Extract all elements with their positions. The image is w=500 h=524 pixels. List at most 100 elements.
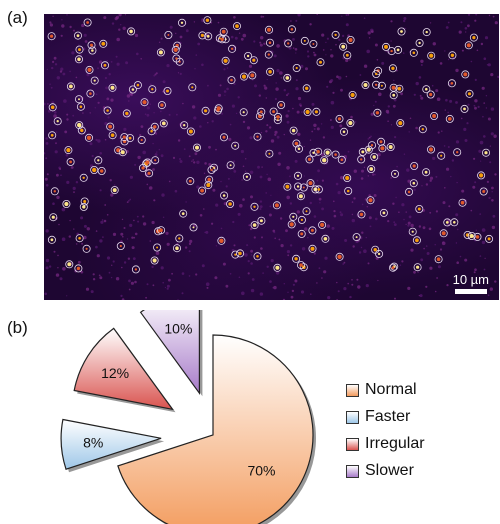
cell-marker-ring	[220, 191, 229, 200]
background-speckle	[310, 293, 312, 296]
cell-fluorescence	[305, 210, 308, 213]
cell-fluorescence	[384, 44, 388, 49]
tracked-cell	[265, 149, 274, 158]
background-speckle	[286, 250, 290, 254]
cell-fluorescence	[290, 28, 294, 31]
cell-marker-ring	[232, 22, 241, 31]
background-speckle	[62, 267, 66, 271]
cell-marker-ring	[302, 84, 311, 93]
background-speckle	[295, 79, 298, 82]
background-speckle	[185, 29, 189, 33]
background-speckle	[305, 67, 308, 71]
background-speckle	[66, 180, 70, 184]
cell-fluorescence	[375, 72, 378, 76]
tracked-cell	[94, 156, 103, 165]
background-speckle	[122, 26, 126, 30]
background-speckle	[188, 155, 191, 158]
background-speckle	[415, 126, 418, 130]
background-speckle	[114, 184, 116, 186]
background-speckle	[318, 267, 321, 270]
cell-fluorescence	[92, 167, 97, 173]
cell-marker-ring	[74, 264, 83, 273]
tracked-cell	[300, 36, 309, 45]
background-speckle	[245, 158, 247, 160]
cell-fluorescence	[300, 218, 303, 221]
cell-marker-ring	[207, 165, 216, 174]
cell-fluorescence	[69, 84, 73, 89]
background-speckle	[420, 96, 424, 100]
tracked-cell	[331, 150, 340, 159]
cell-marker-ring	[473, 232, 482, 241]
cell-fluorescence	[78, 98, 80, 101]
background-speckle	[115, 55, 118, 58]
background-speckle	[222, 262, 226, 266]
tracked-cell	[296, 261, 305, 270]
background-speckle	[398, 211, 400, 213]
background-speckle	[399, 264, 402, 266]
tracked-cell	[80, 197, 89, 206]
background-speckle	[294, 279, 298, 283]
background-speckle	[140, 58, 142, 60]
background-speckle	[250, 262, 253, 265]
background-speckle	[434, 290, 437, 293]
cell-marker-ring	[177, 18, 186, 27]
background-speckle	[51, 101, 55, 104]
tracked-cell	[83, 18, 92, 27]
cell-marker-ring	[337, 155, 346, 164]
background-speckle	[480, 42, 484, 46]
background-speckle	[400, 92, 403, 96]
cell-fluorescence	[158, 50, 163, 55]
cell-fluorescence	[222, 135, 226, 139]
cell-fluorescence	[119, 244, 122, 248]
background-speckle	[300, 290, 305, 294]
tracked-cell	[244, 52, 253, 61]
background-speckle	[105, 86, 108, 90]
background-speckle	[488, 14, 491, 17]
background-speckle	[276, 69, 280, 73]
background-speckle	[47, 109, 51, 113]
background-speckle	[125, 61, 129, 65]
background-speckle	[270, 194, 272, 196]
background-speckle	[489, 287, 493, 291]
background-speckle	[274, 133, 277, 136]
cell-fluorescence	[205, 18, 210, 22]
cell-fluorescence	[302, 186, 305, 189]
background-speckle	[285, 229, 288, 233]
tracked-cell	[346, 35, 355, 44]
background-speckle	[220, 180, 222, 183]
background-speckle	[168, 113, 171, 116]
cell-marker-ring	[66, 157, 75, 166]
cell-marker-ring	[74, 55, 83, 64]
background-speckle	[481, 240, 486, 245]
cell-fluorescence	[56, 120, 59, 123]
background-speckle	[351, 201, 354, 203]
cell-marker-ring	[65, 260, 74, 269]
cell-marker-ring	[415, 204, 424, 213]
background-speckle	[120, 232, 124, 236]
background-speckle	[121, 218, 124, 221]
background-speckle	[176, 113, 178, 116]
background-speckle	[237, 212, 241, 216]
background-speckle	[103, 219, 107, 223]
cell-fluorescence	[152, 258, 157, 263]
background-speckle	[111, 22, 115, 25]
cell-marker-ring	[289, 212, 298, 221]
cell-marker-ring	[453, 148, 462, 157]
background-speckle	[153, 199, 156, 202]
background-speckle	[45, 142, 49, 145]
cell-fluorescence	[53, 190, 56, 193]
background-speckle	[403, 153, 406, 155]
pie-slice-irregular	[73, 327, 174, 411]
background-speckle	[47, 103, 49, 105]
cell-marker-ring	[50, 187, 59, 196]
background-speckle	[337, 76, 342, 80]
tracked-cell	[219, 133, 228, 142]
background-speckle	[237, 96, 240, 99]
cell-marker-ring	[79, 202, 88, 211]
background-speckle	[196, 185, 200, 189]
background-speckle	[435, 210, 438, 213]
cell-marker-ring	[316, 58, 325, 67]
background-speckle	[57, 254, 59, 257]
cell-fluorescence	[472, 36, 476, 40]
tracked-cell	[344, 186, 353, 195]
